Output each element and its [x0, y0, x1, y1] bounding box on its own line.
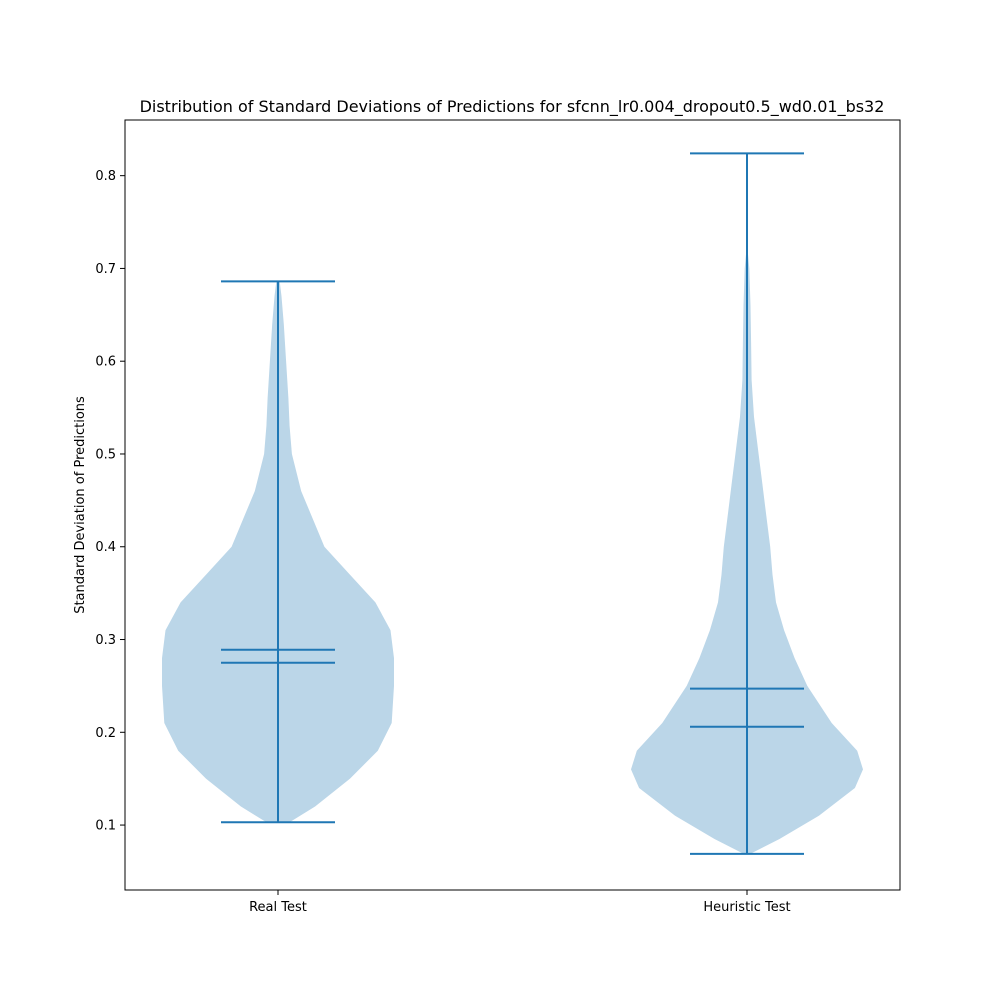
x-axis-ticks: Real Test Heuristic Test	[249, 890, 791, 915]
y-tick-label: 0.8	[95, 169, 116, 184]
y-tick-label: 0.7	[95, 262, 116, 277]
y-tick-label: 0.6	[95, 355, 116, 370]
y-tick-label: 0.1	[95, 819, 116, 834]
stat-lines-layer	[221, 152, 804, 855]
x-tick-label: Heuristic Test	[703, 900, 790, 915]
y-tick-label: 0.2	[95, 726, 116, 741]
y-axis-ticks: 0.1 0.2 0.3 0.4 0.5 0.6 0.7 0.8	[95, 169, 125, 834]
y-tick-label: 0.5	[95, 447, 116, 462]
x-tick-label: Real Test	[249, 900, 307, 915]
chart-title: Distribution of Standard Deviations of P…	[140, 97, 885, 117]
y-tick-label: 0.3	[95, 633, 116, 648]
y-axis-label: Standard Deviation of Predictions	[73, 396, 88, 614]
plot-frame	[124, 119, 901, 891]
y-tick-label: 0.4	[95, 540, 116, 555]
